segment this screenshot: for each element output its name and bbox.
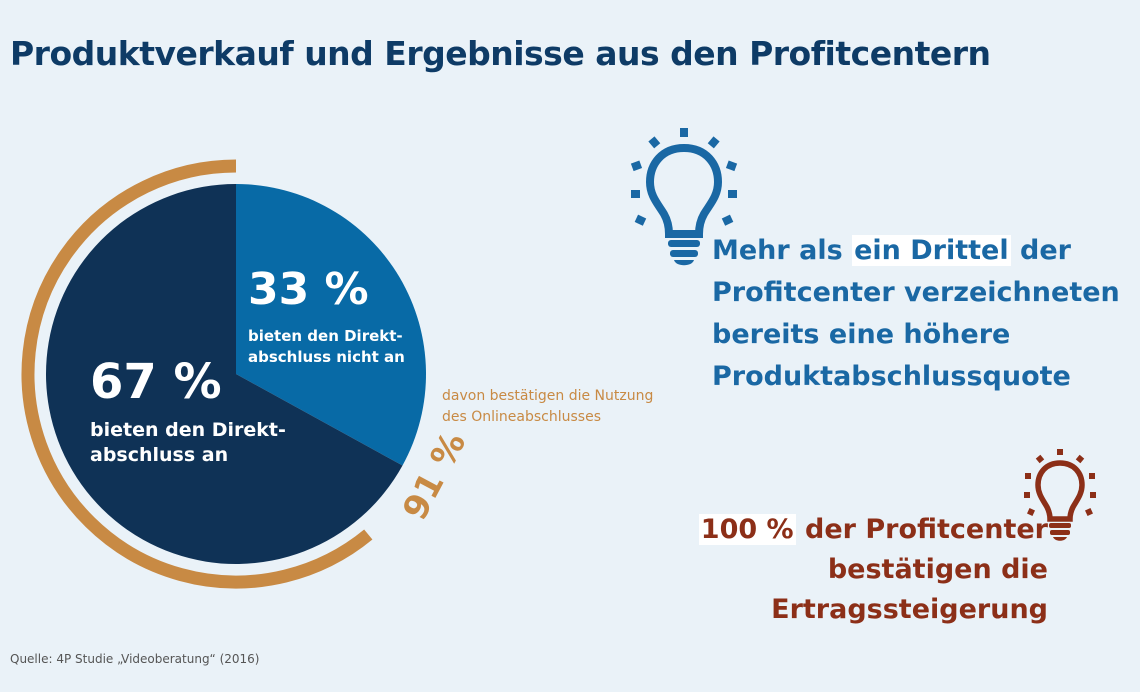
lightbulb-icon [630, 128, 738, 266]
stat-blue-line: Profitcenter verzeichneten [712, 277, 1120, 308]
slice-67-text-line: bieten den Direkt- [90, 419, 286, 441]
slice-67-text: bieten den Direkt- abschluss an [90, 418, 286, 468]
lightbulb-icon [1024, 449, 1096, 541]
ring-annotation-line: des Onlineabschlusses [442, 409, 601, 425]
stat-blue-line: Produktabschlussquote [712, 361, 1071, 392]
stat-red-post: der Profitcenter [795, 514, 1048, 545]
slice-33-text-line: bieten den Direkt- [248, 327, 403, 345]
stat-blue-pre: Mehr als [712, 235, 853, 266]
page-title: Produktverkauf und Ergebnisse aus den Pr… [10, 34, 991, 73]
pie-slice-67-percent [46, 183, 403, 564]
slice-67-value: 67 % [90, 354, 222, 410]
stat-red-line: 100 % der Profitcenter [568, 510, 1048, 550]
source-note: Quelle: 4P Studie „Videoberatung“ (2016) [10, 652, 260, 666]
slice-33-value: 33 % [248, 264, 369, 315]
slice-67-text-line: abschluss an [90, 444, 229, 466]
slice-33-text-line: abschluss nicht an [248, 348, 405, 366]
stat-blue-line: bereits eine höhere [712, 319, 1011, 350]
ring-arc-91-percent [21, 159, 373, 589]
slice-33-text: bieten den Direkt- abschluss nicht an [248, 326, 405, 368]
pie-chart [21, 159, 427, 589]
slice-67-label: 67 % bieten den Direkt- abschluss an [90, 358, 286, 468]
pie-slice-33-percent [236, 184, 427, 466]
stat-one-third: Mehr als ein Drittel der Profitcenter ve… [712, 230, 1132, 398]
stat-blue-post: der [1010, 235, 1071, 266]
stat-100-percent: 100 % der Profitcenter bestätigen die Er… [568, 510, 1048, 630]
stat-red-line: bestätigen die Ertragssteigerung [771, 554, 1048, 625]
slice-33-label: 33 % bieten den Direkt- abschluss nicht … [248, 268, 405, 368]
stat-red-highlight: 100 % [698, 514, 796, 545]
stat-blue-line: Mehr als ein Drittel der [712, 230, 1132, 272]
ring-annotation-line: davon bestätigen die Nutzung [442, 388, 654, 404]
ring-annotation: davon bestätigen die Nutzung des Onlinea… [442, 386, 653, 428]
stat-blue-highlight: ein Drittel [852, 235, 1011, 266]
